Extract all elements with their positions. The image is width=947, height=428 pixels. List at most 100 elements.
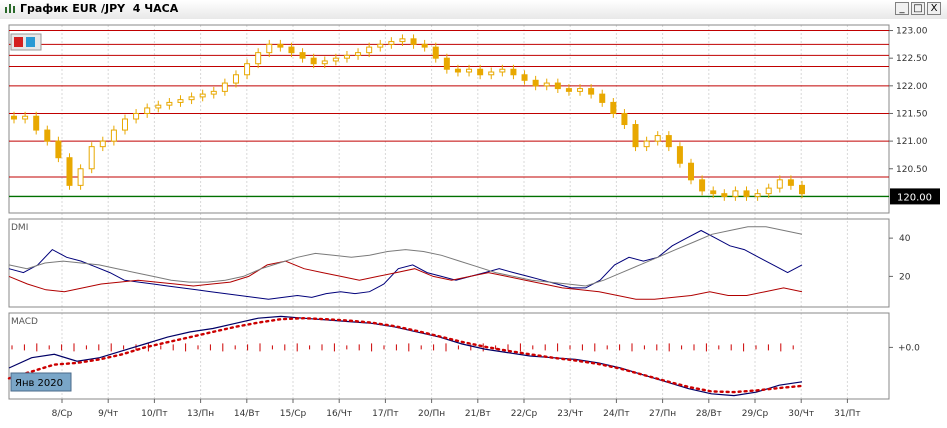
candle-body <box>432 46 439 59</box>
x-tick-label: 10/Пт <box>141 409 168 419</box>
x-tick-label: 9/Чт <box>98 409 118 419</box>
candle-body <box>554 82 561 90</box>
candle-body <box>166 101 173 106</box>
candle-body <box>355 52 362 56</box>
candle-body <box>699 179 706 192</box>
candle-body <box>754 193 761 197</box>
macd-lines <box>7 315 804 397</box>
candle-body <box>388 41 395 45</box>
chart-background <box>0 19 947 428</box>
price-tick-label: 122.50 <box>896 54 928 64</box>
candle-body <box>643 140 650 148</box>
candle-body <box>343 54 350 59</box>
x-tick-label: 15/Ср <box>280 409 307 419</box>
candle-body <box>632 124 639 148</box>
candle-body <box>577 88 584 92</box>
candle-body <box>121 118 128 131</box>
candle-body <box>299 52 306 59</box>
candle-body <box>654 135 661 142</box>
candle-body <box>621 112 628 126</box>
x-tick-label: 22/Ср <box>511 409 538 419</box>
panel-blue-icon[interactable] <box>26 37 35 47</box>
candle-body <box>787 179 794 186</box>
date-badge-text: Янв 2020 <box>15 378 63 389</box>
candle-body <box>799 184 805 195</box>
panel-red-icon[interactable] <box>14 37 23 47</box>
macd-label: MACD <box>11 317 38 327</box>
candle-body <box>466 68 473 73</box>
minimize-button[interactable]: _ <box>895 2 909 15</box>
panel-toggle[interactable] <box>10 33 42 51</box>
candle-body <box>477 68 484 76</box>
x-tick-label: 31/Пт <box>834 409 861 419</box>
dmi-lines <box>8 226 803 300</box>
price-tick-label: 122.00 <box>896 82 928 92</box>
time-axis: 8/Ср 9/Чт 10/Пт 13/Пн 14/Вт 15/Ср 16/Чт 17/Пт 20… <box>52 399 861 419</box>
candle-body <box>776 179 783 189</box>
dmi-adx-line <box>8 226 803 287</box>
candle-body <box>599 93 606 103</box>
price-axis: 123.00 122.50 122.00 121.50 121.00 120.50 120.… <box>889 27 940 205</box>
candle-body <box>22 115 29 120</box>
x-tick-label: 14/Вт <box>234 409 260 419</box>
candle-body <box>44 129 51 142</box>
date-badge-box <box>10 372 72 392</box>
candle-body <box>710 190 717 195</box>
candle-body <box>144 107 151 114</box>
dmi-tick-label: 40 <box>899 234 911 244</box>
candle-body <box>543 82 550 87</box>
x-tick-label: 29/Ср <box>742 409 769 419</box>
x-tick-label: 30/Чт <box>788 409 814 419</box>
candle-body <box>410 38 417 45</box>
candle-body <box>321 60 328 65</box>
candle-body <box>377 43 384 48</box>
close-button[interactable]: X <box>927 2 941 15</box>
x-tick-label: 13/Пн <box>187 409 214 419</box>
dmi-plus-line <box>8 229 803 300</box>
x-tick-label: 16/Чт <box>326 409 352 419</box>
candle-body <box>421 43 428 48</box>
chart-area: 123.00 122.50 122.00 121.50 121.00 120.50 120.… <box>0 19 947 428</box>
maximize-button[interactable]: □ <box>911 2 925 15</box>
dmi-tick-label: 20 <box>899 272 911 282</box>
candle-body <box>66 157 73 186</box>
price-panel-frame <box>8 24 890 214</box>
candle-body <box>288 46 295 54</box>
candle-body <box>588 88 595 95</box>
candle-body <box>77 168 84 186</box>
candle-body <box>610 101 617 114</box>
dmi-panel-frame <box>8 218 890 308</box>
price-tick-label: 121.00 <box>896 137 928 147</box>
candle-body <box>366 46 373 54</box>
title-bar: График EUR /JPY 4 ЧАСА _ □ X <box>0 0 947 20</box>
candle-body <box>210 90 217 95</box>
macd-axis: +0.0 <box>889 343 920 353</box>
x-tick-label: 23/Чт <box>557 409 583 419</box>
dmi-label: DMI <box>11 223 28 233</box>
candle-body <box>11 115 17 120</box>
candle-body <box>177 99 184 103</box>
candle-body <box>244 63 251 76</box>
candle-body <box>521 74 528 81</box>
candle-body <box>266 43 273 54</box>
candle-body <box>676 146 683 164</box>
current-price-label: 120.00 <box>897 192 932 203</box>
window-title: График EUR /JPY 4 ЧАСА <box>20 2 179 15</box>
x-tick-label: 21/Вт <box>465 409 491 419</box>
date-badge: Янв 2020 <box>10 372 72 392</box>
candle-body <box>532 79 539 87</box>
macd-histogram <box>11 343 794 352</box>
candle-body <box>133 112 140 120</box>
candle-body <box>188 96 195 101</box>
macd-tick-label: +0.0 <box>898 343 920 353</box>
candle-body <box>33 115 40 131</box>
candle-body <box>221 82 228 92</box>
candle-body <box>743 190 750 197</box>
x-tick-label: 27/Пн <box>649 409 676 419</box>
price-tick-label: 121.50 <box>896 109 928 119</box>
price-tick-label: 123.00 <box>896 27 928 37</box>
x-tick-label: 24/Пт <box>603 409 630 419</box>
candle-body <box>565 88 572 92</box>
x-tick-label: 17/Пт <box>372 409 399 419</box>
candle-body <box>499 68 506 73</box>
